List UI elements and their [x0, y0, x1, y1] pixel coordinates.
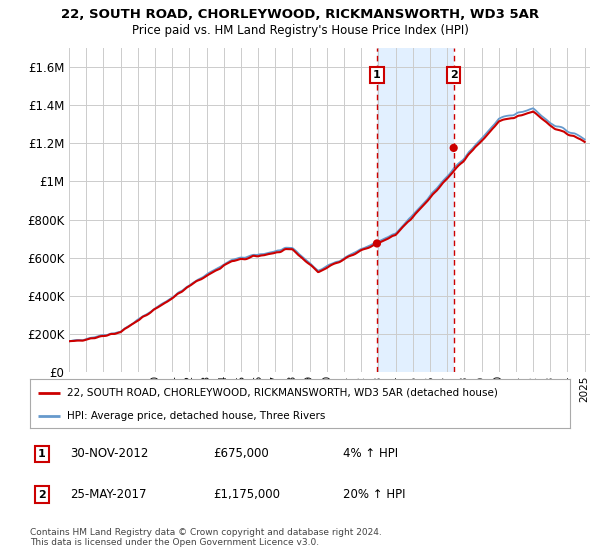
Bar	[377, 48, 454, 372]
Text: 25-MAY-2017: 25-MAY-2017	[71, 488, 147, 501]
Point	[449, 143, 458, 152]
Text: 2: 2	[38, 489, 46, 500]
Text: 1: 1	[373, 70, 381, 80]
Text: 30-NOV-2012: 30-NOV-2012	[71, 447, 149, 460]
Text: 4% ↑ HPI: 4% ↑ HPI	[343, 447, 398, 460]
Point	[372, 239, 382, 248]
Text: £675,000: £675,000	[214, 447, 269, 460]
Text: 1: 1	[38, 449, 46, 459]
Text: HPI: Average price, detached house, Three Rivers: HPI: Average price, detached house, Thre…	[67, 410, 325, 421]
Text: 22, SOUTH ROAD, CHORLEYWOOD, RICKMANSWORTH, WD3 5AR (detached house): 22, SOUTH ROAD, CHORLEYWOOD, RICKMANSWOR…	[67, 388, 497, 398]
Text: 2: 2	[450, 70, 458, 80]
Text: £1,175,000: £1,175,000	[214, 488, 281, 501]
Text: 22, SOUTH ROAD, CHORLEYWOOD, RICKMANSWORTH, WD3 5AR: 22, SOUTH ROAD, CHORLEYWOOD, RICKMANSWOR…	[61, 8, 539, 21]
Text: Price paid vs. HM Land Registry's House Price Index (HPI): Price paid vs. HM Land Registry's House …	[131, 24, 469, 37]
Text: 20% ↑ HPI: 20% ↑ HPI	[343, 488, 406, 501]
Text: Contains HM Land Registry data © Crown copyright and database right 2024.
This d: Contains HM Land Registry data © Crown c…	[30, 528, 382, 547]
